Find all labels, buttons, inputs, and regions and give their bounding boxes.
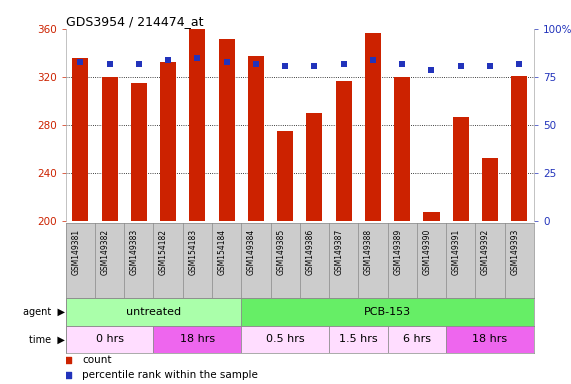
Point xyxy=(485,63,494,69)
Text: untreated: untreated xyxy=(126,307,181,317)
Point xyxy=(397,61,407,67)
Bar xyxy=(248,56,264,221)
Bar xyxy=(446,326,534,353)
Point xyxy=(76,59,85,65)
Bar xyxy=(102,77,118,221)
Bar xyxy=(336,81,352,221)
Bar xyxy=(241,298,534,326)
Point xyxy=(134,61,143,67)
Bar xyxy=(394,77,410,221)
Bar xyxy=(160,61,176,221)
Text: GSM149382: GSM149382 xyxy=(100,229,110,275)
Text: GSM149392: GSM149392 xyxy=(481,229,490,275)
Bar xyxy=(511,76,527,221)
Text: GSM149386: GSM149386 xyxy=(305,229,315,275)
Point xyxy=(222,59,231,65)
Text: GSM154182: GSM154182 xyxy=(159,229,168,275)
Point xyxy=(280,63,289,69)
Text: GSM149383: GSM149383 xyxy=(130,229,139,275)
Bar xyxy=(329,326,388,353)
Text: 18 hrs: 18 hrs xyxy=(180,334,215,344)
Text: percentile rank within the sample: percentile rank within the sample xyxy=(82,370,258,380)
Text: 18 hrs: 18 hrs xyxy=(472,334,508,344)
Point xyxy=(105,61,114,67)
Bar xyxy=(66,298,241,326)
Bar xyxy=(424,212,440,221)
Point xyxy=(427,66,436,73)
Point xyxy=(339,61,348,67)
Bar xyxy=(131,83,147,221)
Text: GSM149389: GSM149389 xyxy=(393,229,402,275)
Point xyxy=(310,63,319,69)
Bar xyxy=(66,326,154,353)
Text: PCB-153: PCB-153 xyxy=(364,307,411,317)
Text: count: count xyxy=(82,356,111,366)
Text: 0.5 hrs: 0.5 hrs xyxy=(266,334,304,344)
Bar xyxy=(482,157,498,221)
Bar xyxy=(277,131,293,221)
Bar xyxy=(388,326,446,353)
Point xyxy=(251,61,260,67)
Text: GSM149393: GSM149393 xyxy=(510,229,519,275)
Bar xyxy=(241,326,329,353)
Bar xyxy=(307,113,323,221)
Bar xyxy=(73,58,89,221)
Text: GSM149391: GSM149391 xyxy=(452,229,461,275)
Text: GSM149381: GSM149381 xyxy=(71,229,81,275)
Point xyxy=(63,372,73,378)
Text: GSM149387: GSM149387 xyxy=(335,229,344,275)
Bar xyxy=(365,33,381,221)
Point xyxy=(368,57,377,63)
Point xyxy=(63,358,73,364)
Text: 6 hrs: 6 hrs xyxy=(403,334,431,344)
Text: 1.5 hrs: 1.5 hrs xyxy=(339,334,377,344)
Point xyxy=(456,63,465,69)
Point xyxy=(514,61,524,67)
Bar xyxy=(219,39,235,221)
Text: GSM154184: GSM154184 xyxy=(218,229,227,275)
Bar xyxy=(190,29,206,221)
Text: 0 hrs: 0 hrs xyxy=(95,334,123,344)
Point xyxy=(163,57,172,63)
Text: GSM154183: GSM154183 xyxy=(188,229,198,275)
Bar xyxy=(453,117,469,221)
Text: GSM149384: GSM149384 xyxy=(247,229,256,275)
Text: GSM149390: GSM149390 xyxy=(423,229,432,275)
Text: agent  ▶: agent ▶ xyxy=(22,307,65,317)
Text: time  ▶: time ▶ xyxy=(29,334,65,344)
Text: GDS3954 / 214474_at: GDS3954 / 214474_at xyxy=(66,15,203,28)
Point xyxy=(193,55,202,61)
Bar xyxy=(154,326,241,353)
Text: GSM149385: GSM149385 xyxy=(276,229,285,275)
Text: GSM149388: GSM149388 xyxy=(364,229,373,275)
